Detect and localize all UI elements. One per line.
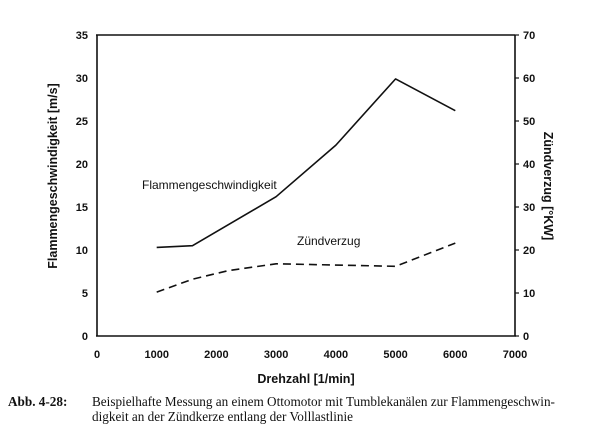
left-y-tick-label: 5 [82,288,88,300]
flame-speed-line [156,78,456,249]
right-y-tick-label: 60 [523,73,535,85]
x-tick-label: 5000 [383,349,407,361]
right-y-tick-labels: 0 10 20 30 40 50 60 70 [515,30,535,343]
left-y-tick-label: 15 [76,202,88,214]
left-y-axis-title: Flammengeschwindigkeit [m/s] [46,83,60,268]
left-y-tick-label: 0 [82,331,88,343]
right-y-tick-label: 0 [523,331,529,343]
x-axis-title: Drehzahl [1/min] [257,372,354,386]
x-tick-label: 1000 [144,349,168,361]
right-y-tick-label: 40 [523,159,535,171]
left-y-tick-label: 30 [76,73,88,85]
series-layer [156,78,456,293]
x-tick-label: 4000 [324,349,348,361]
caption-line-2: digkeit an der Zündkerze entlang der Vol… [92,409,353,424]
figure-number: Abb. 4-28: [8,394,68,409]
right-y-axis-title: Zündverzug [°KW] [541,132,555,240]
x-tick-label: 7000 [503,349,527,361]
x-tick-label: 6000 [443,349,467,361]
left-y-tick-labels: 0 5 10 15 20 25 30 35 [76,30,88,343]
right-y-tick-label: 20 [523,245,535,257]
left-y-tick-label: 20 [76,159,88,171]
caption-line-1: Beispielhafte Messung an einem Ottomotor… [92,394,555,409]
left-y-tick-label: 10 [76,245,88,257]
x-tick-label: 2000 [204,349,228,361]
x-tick-label: 3000 [264,349,288,361]
line-chart: 0 5 10 15 20 25 30 35 0 10 20 30 40 50 60 70 0 1000 2000… [46,30,555,386]
left-y-tick-label: 35 [76,30,88,42]
right-y-tick-label: 70 [523,30,535,42]
flame-speed-series-label: Flammengeschwindigkeit [142,178,277,192]
figure-caption: Abb. 4-28: Beispielhafte Messung an einem… [8,394,598,424]
figure-caption-text: Beispielhafte Messung an einem Ottomotor… [92,394,592,424]
right-y-tick-label: 30 [523,202,535,214]
x-tick-label: 0 [94,349,100,361]
plot-frame [96,34,516,337]
ignition-delay-line [156,242,456,293]
left-y-tick-label: 25 [76,116,88,128]
right-y-tick-label: 50 [523,116,535,128]
ignition-delay-series-label: Zündverzug [297,234,360,248]
x-tick-labels: 0 1000 2000 3000 4000 5000 6000 7000 [94,349,527,361]
right-y-tick-label: 10 [523,288,535,300]
